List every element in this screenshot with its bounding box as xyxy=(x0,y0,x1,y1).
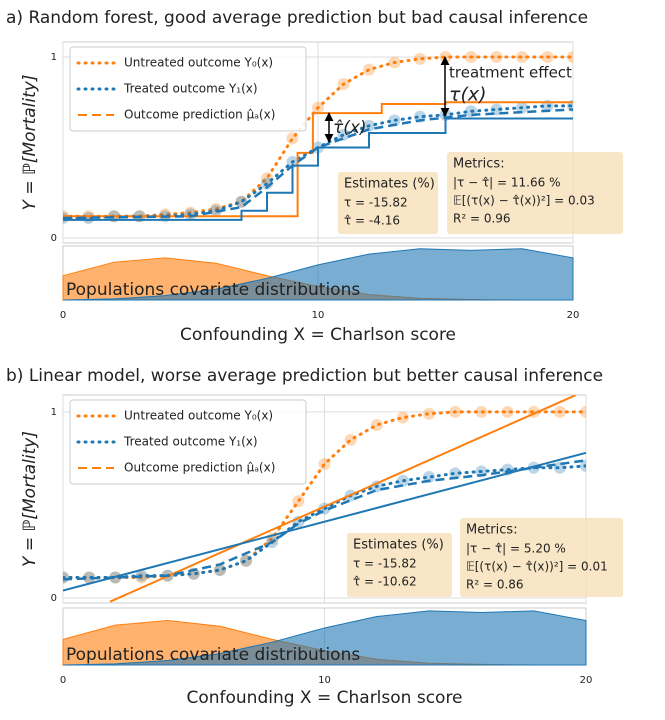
density-curve xyxy=(62,248,574,301)
estimates-title: Estimates (%) xyxy=(344,177,435,192)
metrics-line: 𝔼[(τ(x) − τ̂(x))²] = 0.01 xyxy=(466,560,608,574)
x-tick-label: 0 xyxy=(60,310,66,321)
sample-point xyxy=(213,564,226,577)
metrics-title: Metrics: xyxy=(453,157,505,172)
sample-point xyxy=(580,459,586,472)
estimates-line: τ = -15.82 xyxy=(344,196,408,210)
density-label: Populations covariate distributions xyxy=(66,645,360,665)
density-label: Populations covariate distributions xyxy=(66,280,360,300)
metrics-box xyxy=(460,518,623,597)
legend-label: Treated outcome Y₁(x) xyxy=(123,82,258,96)
effect-hat-label: τ̂(x) xyxy=(333,118,367,138)
sample-point xyxy=(580,405,586,418)
y-axis-label: Y = ℙ[Mortality] xyxy=(20,431,40,567)
prediction-line xyxy=(63,108,573,220)
plot-layer xyxy=(63,395,586,603)
sample-point xyxy=(213,564,226,577)
estimates-line: τ = -15.82 xyxy=(353,557,417,571)
x-axis-label: Confounding X = Charlson score xyxy=(180,325,456,345)
legend-label: Outcome prediction μ̂ₐ(x) xyxy=(124,108,275,122)
outcome-curve xyxy=(63,464,586,580)
prediction-line xyxy=(109,395,576,603)
sample-point xyxy=(423,407,436,420)
x-tick-label: 10 xyxy=(318,675,331,686)
density-curve xyxy=(62,610,587,666)
x-tick-label: 20 xyxy=(580,675,593,686)
sample-point xyxy=(83,571,96,584)
effect-label: τ(x) xyxy=(449,84,487,106)
estimates-line: τ̂ = -10.62 xyxy=(353,575,417,589)
sample-point xyxy=(449,467,462,480)
metrics-line: |τ − τ̂| = 5.20 % xyxy=(466,542,566,556)
sample-point xyxy=(414,52,426,65)
chart-title: b) Linear model, worse average predictio… xyxy=(6,366,603,386)
sample-point xyxy=(83,571,96,584)
x-tick-label: 0 xyxy=(60,675,66,686)
y-axis-label: Y = ℙ[Mortality] xyxy=(20,75,40,211)
metrics-line: |τ − τ̂| = 11.66 % xyxy=(453,176,560,190)
estimates-box xyxy=(338,172,438,234)
metrics-box xyxy=(447,152,623,234)
y-tick-label: 1 xyxy=(51,407,57,418)
legend-label: Untreated outcome Y₀(x) xyxy=(124,56,273,70)
legend-label: Untreated outcome Y₀(x) xyxy=(124,409,273,423)
x-tick-label: 20 xyxy=(567,310,580,321)
y-tick-label: 1 xyxy=(51,52,57,63)
prediction-line xyxy=(63,451,586,592)
metrics-line: R² = 0.86 xyxy=(466,578,524,592)
sample-point xyxy=(370,418,383,431)
metrics-line: 𝔼[(τ(x) − τ̂(x))²] = 0.03 xyxy=(453,194,595,208)
x-tick-label: 10 xyxy=(312,310,325,321)
sample-point xyxy=(490,51,503,64)
legend-label: Treated outcome Y₁(x) xyxy=(123,435,258,449)
y-tick-label: 0 xyxy=(51,233,57,244)
legend-box xyxy=(69,399,307,485)
estimates-line: τ̂ = -4.16 xyxy=(344,214,400,228)
y-tick-label: 0 xyxy=(51,593,57,604)
metrics-line: R² = 0.96 xyxy=(453,212,511,226)
legend-box xyxy=(69,46,307,132)
sample-point xyxy=(344,433,357,446)
prediction-line xyxy=(63,459,586,581)
chart-title: a) Random forest, good average predictio… xyxy=(6,8,588,28)
estimates-box xyxy=(347,533,452,597)
estimates-title: Estimates (%) xyxy=(353,538,444,553)
x-axis-label: Confounding X = Charlson score xyxy=(186,688,462,708)
prediction-line xyxy=(63,117,573,221)
legend-label: Outcome prediction μ̂ₐ(x) xyxy=(124,461,275,475)
outcome-curve xyxy=(63,410,586,580)
sample-point xyxy=(501,405,514,418)
sample-point xyxy=(396,411,409,424)
metrics-title: Metrics: xyxy=(466,523,518,538)
sample-point xyxy=(82,212,95,225)
effect-label: treatment effect xyxy=(449,64,572,82)
